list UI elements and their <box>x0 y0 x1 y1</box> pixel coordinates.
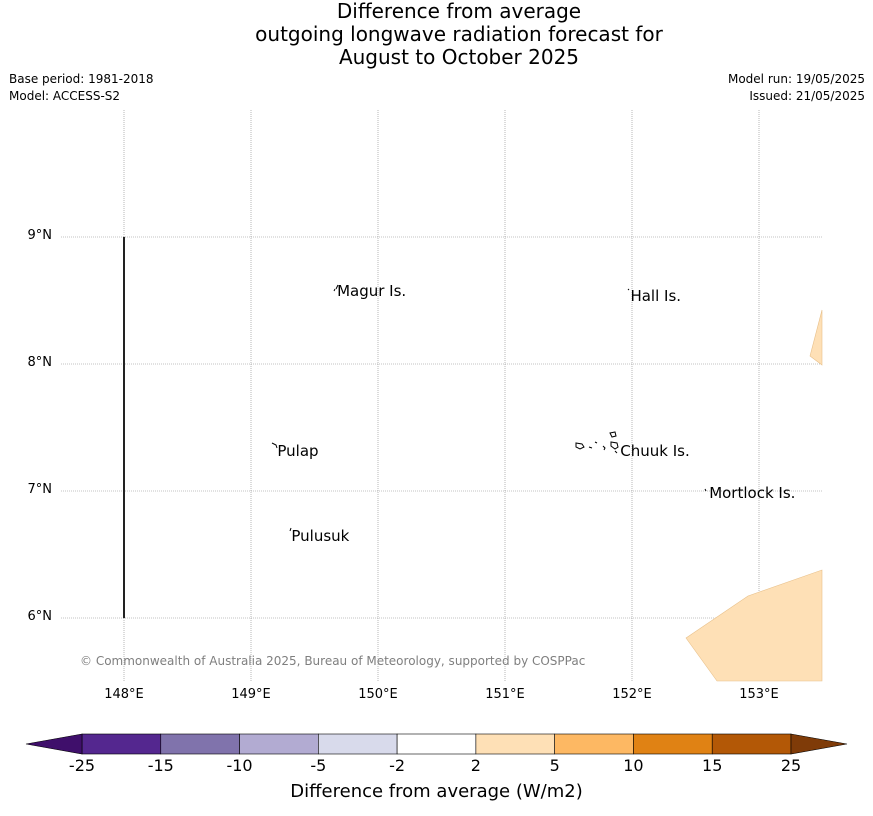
colorbar-tick-label: 15 <box>702 756 723 775</box>
lat-tick-label: 6°N <box>27 609 53 624</box>
colorbar-bin <box>160 733 240 755</box>
colorbar-tick-label: 25 <box>780 756 802 775</box>
anomaly-patch-north <box>809 309 823 366</box>
colorbar-tick-label: -15 <box>147 756 174 775</box>
colorbar-bin <box>396 733 477 755</box>
colorbar-tick-label: -5 <box>310 756 327 775</box>
colorbar-tick-label: 5 <box>549 756 560 775</box>
graticule <box>61 110 822 681</box>
model-name: Model: ACCESS-S2 <box>9 89 121 103</box>
island-chuuk <box>575 431 619 454</box>
title-line-3: August to October 2025 <box>338 45 580 69</box>
anomaly-patch-south <box>685 569 823 682</box>
place-label: Chuuk Is. <box>620 441 690 460</box>
lon-tick-label: 152°E <box>612 687 652 702</box>
place-label: Pulusuk <box>291 526 350 545</box>
island-pulusuk <box>289 527 292 532</box>
issued-date: Issued: 21/05/2025 <box>749 89 865 103</box>
colorbar-tick-label: -2 <box>389 756 406 775</box>
colorbar-tick-label: 10 <box>623 756 644 775</box>
colorbar-bin <box>239 733 319 755</box>
colorbar-bin <box>318 733 398 755</box>
title-line-1: Difference from average <box>336 0 582 23</box>
lon-tick-label: 151°E <box>485 687 525 702</box>
colorbar <box>25 733 848 755</box>
island-pulap <box>271 442 278 449</box>
island-hall <box>627 288 630 291</box>
lat-tick-label: 7°N <box>27 482 53 497</box>
base-period: Base period: 1981-2018 <box>9 72 154 86</box>
colorbar-extend-low <box>25 733 83 755</box>
meta-right: Model run: 19/05/2025 Issued: 21/05/2025 <box>728 71 865 105</box>
island-outlines <box>271 284 707 532</box>
colorbar-tick-label: -10 <box>226 756 253 775</box>
colorbar-bin <box>81 733 162 755</box>
colorbar-tick-label: -25 <box>68 756 96 775</box>
title-line-2: outgoing longwave radiation forecast for <box>255 22 663 46</box>
island-magur <box>333 284 339 292</box>
lon-tick-label: 153°E <box>739 687 779 702</box>
lon-tick-label: 148°E <box>104 687 144 702</box>
colorbar-label: Difference from average (W/m2) <box>290 781 583 802</box>
colorbar-tick-label: 2 <box>470 756 481 775</box>
lon-tick-label: 150°E <box>358 687 398 702</box>
meta-left: Base period: 1981-2018 Model: ACCESS-S2 <box>9 71 154 105</box>
colorbar-bin <box>633 733 713 755</box>
copyright-notice: © Commonwealth of Australia 2025, Bureau… <box>80 654 586 668</box>
colorbar-bin <box>475 733 555 755</box>
place-label: Magur Is. <box>337 281 407 300</box>
map-title: Difference from average outgoing longwav… <box>0 0 873 69</box>
place-label: Hall Is. <box>630 286 682 305</box>
place-label: Mortlock Is. <box>709 483 796 502</box>
colorbar-bin <box>711 733 792 755</box>
place-label: Pulap <box>277 441 319 460</box>
island-mortlock <box>704 488 707 492</box>
model-run: Model run: 19/05/2025 <box>727 72 865 86</box>
lat-tick-label: 8°N <box>27 355 53 370</box>
lat-tick-label: 9°N <box>27 228 53 243</box>
lon-tick-label: 149°E <box>231 687 271 702</box>
colorbar-extend-high <box>790 733 848 755</box>
colorbar-bin <box>554 733 634 755</box>
